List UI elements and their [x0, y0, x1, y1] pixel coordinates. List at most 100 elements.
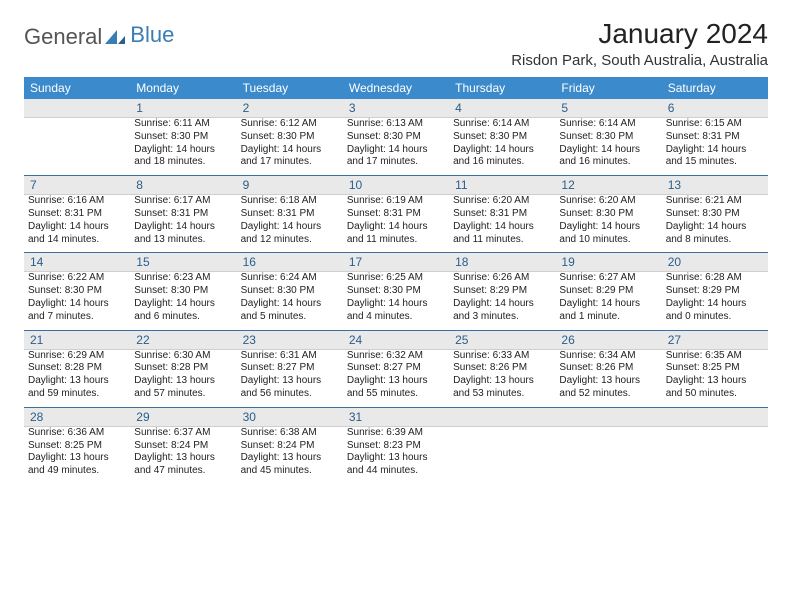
day-number: 31 [343, 408, 449, 427]
day-number-row: 14151617181920 [24, 253, 768, 272]
day-cell: Sunrise: 6:33 AMSunset: 8:26 PMDaylight:… [449, 349, 555, 407]
day-cell [449, 426, 555, 484]
day-cell-line: Sunset: 8:29 PM [666, 285, 764, 298]
day-cell-line: and 16 minutes. [453, 156, 551, 169]
day-number: 2 [237, 99, 343, 118]
title-block: January 2024 Risdon Park, South Australi… [511, 18, 768, 69]
day-cell: Sunrise: 6:16 AMSunset: 8:31 PMDaylight:… [24, 195, 130, 253]
logo-sail-icon [104, 29, 126, 45]
day-number: 12 [555, 176, 661, 195]
day-cell-line: Daylight: 14 hours [347, 221, 445, 234]
day-cell [555, 426, 661, 484]
day-cell-line: and 7 minutes. [28, 311, 126, 324]
day-cell-line: and 47 minutes. [134, 465, 232, 478]
day-cell-line: Sunset: 8:30 PM [559, 131, 657, 144]
day-cell-line: Daylight: 14 hours [559, 144, 657, 157]
day-cell-line: Sunset: 8:29 PM [559, 285, 657, 298]
day-cell-line: Sunrise: 6:38 AM [241, 427, 339, 440]
day-cell-line: Sunrise: 6:30 AM [134, 350, 232, 363]
day-cell-line: Daylight: 14 hours [347, 144, 445, 157]
day-number: 30 [237, 408, 343, 427]
calendar-page: General Blue January 2024 Risdon Park, S… [0, 0, 792, 484]
day-number: 7 [24, 176, 130, 195]
day-cell: Sunrise: 6:11 AMSunset: 8:30 PMDaylight:… [130, 118, 236, 176]
month-title: January 2024 [511, 18, 768, 50]
day-cell-line: Sunset: 8:30 PM [666, 208, 764, 221]
dow-header: Wednesday [343, 77, 449, 99]
day-cell-line: Daylight: 13 hours [134, 452, 232, 465]
day-cell-line: Sunrise: 6:31 AM [241, 350, 339, 363]
day-cell: Sunrise: 6:12 AMSunset: 8:30 PMDaylight:… [237, 118, 343, 176]
day-cell-line: Sunrise: 6:12 AM [241, 118, 339, 131]
day-number: 26 [555, 331, 661, 350]
day-cell: Sunrise: 6:13 AMSunset: 8:30 PMDaylight:… [343, 118, 449, 176]
day-cell: Sunrise: 6:26 AMSunset: 8:29 PMDaylight:… [449, 272, 555, 330]
day-cell: Sunrise: 6:15 AMSunset: 8:31 PMDaylight:… [662, 118, 768, 176]
day-cell-line: Sunrise: 6:21 AM [666, 195, 764, 208]
day-cell-line: Daylight: 13 hours [134, 375, 232, 388]
day-cell-line: Sunrise: 6:37 AM [134, 427, 232, 440]
day-number: 8 [130, 176, 236, 195]
day-number: 22 [130, 331, 236, 350]
day-number-row: 78910111213 [24, 176, 768, 195]
day-cell: Sunrise: 6:34 AMSunset: 8:26 PMDaylight:… [555, 349, 661, 407]
day-number: 16 [237, 253, 343, 272]
location-subtitle: Risdon Park, South Australia, Australia [511, 52, 768, 69]
week-content-row: Sunrise: 6:11 AMSunset: 8:30 PMDaylight:… [24, 118, 768, 176]
day-cell-line: Sunrise: 6:11 AM [134, 118, 232, 131]
day-cell: Sunrise: 6:20 AMSunset: 8:31 PMDaylight:… [449, 195, 555, 253]
day-cell-line: Daylight: 13 hours [241, 375, 339, 388]
day-cell-line: and 1 minute. [559, 311, 657, 324]
day-cell-line: Daylight: 13 hours [347, 452, 445, 465]
day-number-row: 21222324252627 [24, 331, 768, 350]
day-cell-line: Daylight: 14 hours [666, 144, 764, 157]
day-cell-line: and 17 minutes. [241, 156, 339, 169]
day-cell-line: Sunrise: 6:17 AM [134, 195, 232, 208]
day-cell-line: Sunset: 8:31 PM [134, 208, 232, 221]
day-cell-line: and 5 minutes. [241, 311, 339, 324]
day-cell: Sunrise: 6:38 AMSunset: 8:24 PMDaylight:… [237, 426, 343, 484]
day-cell-line: and 6 minutes. [134, 311, 232, 324]
day-cell-line: Sunrise: 6:34 AM [559, 350, 657, 363]
day-number: 6 [662, 99, 768, 118]
day-cell-line: Sunset: 8:30 PM [241, 131, 339, 144]
day-number: 14 [24, 253, 130, 272]
day-number [555, 408, 661, 427]
day-cell-line: and 53 minutes. [453, 388, 551, 401]
day-cell-line: Sunset: 8:30 PM [559, 208, 657, 221]
day-cell-line: Daylight: 14 hours [134, 221, 232, 234]
day-cell-line: Sunrise: 6:13 AM [347, 118, 445, 131]
day-number: 3 [343, 99, 449, 118]
day-cell: Sunrise: 6:14 AMSunset: 8:30 PMDaylight:… [555, 118, 661, 176]
day-cell [24, 118, 130, 176]
day-cell-line: and 16 minutes. [559, 156, 657, 169]
day-cell-line: Sunset: 8:30 PM [241, 285, 339, 298]
day-cell-line: Daylight: 13 hours [241, 452, 339, 465]
logo-text-b: Blue [130, 22, 174, 48]
day-cell-line: Daylight: 13 hours [453, 375, 551, 388]
day-cell-line: Sunset: 8:24 PM [134, 440, 232, 453]
day-cell: Sunrise: 6:39 AMSunset: 8:23 PMDaylight:… [343, 426, 449, 484]
day-cell-line: Daylight: 13 hours [28, 375, 126, 388]
day-cell-line: Daylight: 13 hours [666, 375, 764, 388]
day-number: 20 [662, 253, 768, 272]
day-cell-line: Sunset: 8:24 PM [241, 440, 339, 453]
day-cell-line: Sunset: 8:30 PM [347, 285, 445, 298]
day-cell-line: Daylight: 14 hours [453, 144, 551, 157]
week-content-row: Sunrise: 6:16 AMSunset: 8:31 PMDaylight:… [24, 195, 768, 253]
day-cell: Sunrise: 6:30 AMSunset: 8:28 PMDaylight:… [130, 349, 236, 407]
day-cell: Sunrise: 6:17 AMSunset: 8:31 PMDaylight:… [130, 195, 236, 253]
day-cell-line: Sunset: 8:30 PM [134, 285, 232, 298]
day-number: 21 [24, 331, 130, 350]
day-cell-line: Daylight: 14 hours [559, 298, 657, 311]
day-cell-line: and 14 minutes. [28, 234, 126, 247]
day-cell-line: Sunrise: 6:24 AM [241, 272, 339, 285]
day-cell-line: Daylight: 14 hours [134, 298, 232, 311]
day-cell-line: Sunset: 8:31 PM [241, 208, 339, 221]
day-number: 23 [237, 331, 343, 350]
dow-header: Saturday [662, 77, 768, 99]
day-cell-line: Sunrise: 6:20 AM [453, 195, 551, 208]
day-cell: Sunrise: 6:36 AMSunset: 8:25 PMDaylight:… [24, 426, 130, 484]
day-number [662, 408, 768, 427]
day-cell-line: and 4 minutes. [347, 311, 445, 324]
